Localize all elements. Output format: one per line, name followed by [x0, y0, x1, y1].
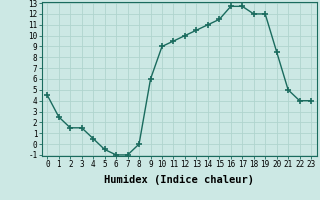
X-axis label: Humidex (Indice chaleur): Humidex (Indice chaleur)	[104, 175, 254, 185]
